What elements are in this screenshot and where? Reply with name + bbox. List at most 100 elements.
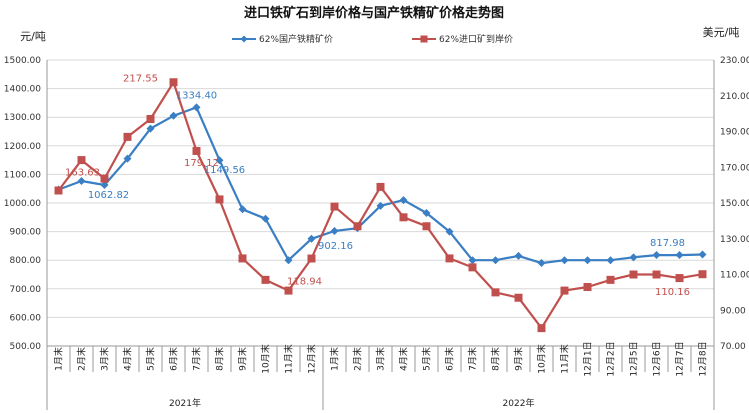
data-label-import: 110.16 — [655, 287, 690, 298]
legend-label-import: 62%进口矿到岸价 — [439, 33, 513, 45]
axes: 500.00 600.00 700.00 800.00 900.00 1000.00 110… — [4, 56, 749, 410]
x-tick-label: 8月末 — [214, 347, 226, 371]
data-point-import — [330, 202, 339, 211]
x-tick-label: 1月末 — [329, 347, 341, 371]
data-point-import — [445, 254, 454, 263]
y-left-unit-label: 元/吨 — [20, 30, 46, 43]
y-left-tick-label: 700.00 — [10, 285, 42, 295]
year-group-label: 2021年 — [169, 397, 201, 409]
data-point-import — [606, 275, 615, 284]
data-point-import — [238, 254, 247, 263]
data-point-domestic — [537, 259, 546, 268]
data-point-import — [169, 78, 178, 87]
data-point-import — [307, 254, 316, 263]
data-point-import — [583, 283, 592, 292]
x-tick-label: 12月2日 — [606, 341, 617, 376]
x-tick-label: 8月末 — [490, 347, 502, 371]
data-point-import — [192, 146, 201, 155]
x-tick-label: 12月7日 — [675, 341, 686, 376]
data-point-domestic — [238, 205, 247, 214]
y-right-tick-label: 90.00 — [720, 306, 746, 316]
x-tick-label: 1月末 — [53, 347, 65, 371]
series — [54, 78, 707, 333]
x-tick-label: 2月末 — [352, 347, 364, 371]
data-point-domestic — [606, 256, 615, 265]
data-point-import — [123, 132, 132, 141]
data-point-import — [100, 174, 109, 183]
data-point-domestic — [468, 256, 477, 265]
data-point-domestic — [560, 256, 569, 265]
data-label-import: 217.55 — [123, 73, 158, 84]
x-tick-label: 2月末 — [76, 347, 88, 371]
data-point-import — [261, 275, 270, 284]
data-point-import — [422, 222, 431, 231]
legend: 62%国产铁精矿价 62%进口矿到岸价 — [232, 33, 513, 45]
y-right-tick-label: 110.00 — [720, 271, 749, 281]
data-point-import — [353, 222, 362, 231]
x-tick-label: 3月末 — [99, 347, 111, 371]
data-point-domestic — [330, 226, 339, 235]
y-left-tick-label: 1500.00 — [4, 56, 41, 66]
legend-item-domestic: 62%国产铁精矿价 — [232, 33, 333, 45]
data-label-domestic: 1334.40 — [176, 90, 217, 101]
data-point-domestic — [583, 256, 592, 265]
y-right-tick-label: 170.00 — [720, 163, 749, 173]
y-right-unit-label: 美元/吨 — [703, 26, 740, 39]
data-point-domestic — [445, 227, 454, 236]
data-point-domestic — [77, 176, 86, 185]
data-point-domestic — [169, 111, 178, 120]
x-tick-label: 5月末 — [421, 347, 433, 371]
data-point-domestic — [100, 181, 109, 190]
data-point-domestic — [376, 201, 385, 210]
y-left-tick-label: 1200.00 — [4, 142, 41, 152]
data-label-domestic: 1062.82 — [88, 190, 129, 201]
y-right-tick-label: 70.00 — [720, 342, 746, 352]
y-left-tick-label: 1100.00 — [4, 170, 41, 180]
data-label-import: 179.12 — [184, 158, 219, 169]
x-tick-label: 11月末 — [283, 344, 295, 373]
x-tick-label: 7月末 — [191, 347, 203, 371]
legend-label-domestic: 62%国产铁精矿价 — [259, 33, 333, 45]
x-tick-label: 12月5日 — [629, 341, 640, 376]
data-point-domestic — [675, 251, 684, 260]
x-tick-label: 6月末 — [444, 347, 456, 371]
data-point-import — [675, 274, 684, 283]
y-left-tick-label: 500.00 — [10, 342, 42, 352]
data-point-domestic — [491, 256, 500, 265]
x-tick-label: 4月末 — [398, 347, 410, 371]
y-right-tick-label: 230.00 — [720, 56, 749, 66]
x-tick-label: 9月末 — [513, 347, 525, 371]
x-tick-label: 5月末 — [145, 347, 157, 371]
data-labels: 1062.82 1334.40 1149.56 902.16 817.98 163.63 2… — [65, 73, 690, 298]
legend-marker-import — [420, 35, 428, 43]
legend-item-import: 62%进口矿到岸价 — [412, 33, 513, 45]
y-left-tick-label: 800.00 — [10, 256, 42, 266]
data-point-import — [537, 324, 546, 333]
x-tick-label: 10月末 — [260, 344, 272, 373]
data-point-import — [146, 114, 155, 123]
data-point-import — [652, 270, 661, 279]
data-point-import — [468, 263, 477, 272]
x-tick-label: 10月末 — [536, 344, 548, 373]
data-point-import — [54, 186, 63, 195]
data-label-import: 163.63 — [65, 168, 100, 179]
y-right-tick-label: 130.00 — [720, 235, 749, 245]
data-point-import — [284, 286, 293, 295]
data-point-import — [77, 156, 86, 165]
data-point-domestic — [123, 154, 132, 163]
data-label-import: 118.94 — [287, 277, 322, 288]
x-tick-label: 7月末 — [467, 347, 479, 371]
y-left-tick-label: 1000.00 — [4, 199, 41, 209]
data-point-domestic — [215, 156, 224, 165]
data-label-domestic: 817.98 — [650, 238, 685, 249]
x-tick-label: 9月末 — [237, 347, 249, 371]
data-point-domestic — [307, 234, 316, 243]
data-point-domestic — [629, 253, 638, 262]
data-point-domestic — [192, 103, 201, 112]
x-tick-label: 12月1日 — [583, 341, 594, 376]
y-left-tick-label: 1400.00 — [4, 85, 41, 95]
y-left-tick-label: 900.00 — [10, 228, 42, 238]
x-tick-label: 12月6日 — [652, 341, 663, 376]
data-point-import — [514, 293, 523, 302]
